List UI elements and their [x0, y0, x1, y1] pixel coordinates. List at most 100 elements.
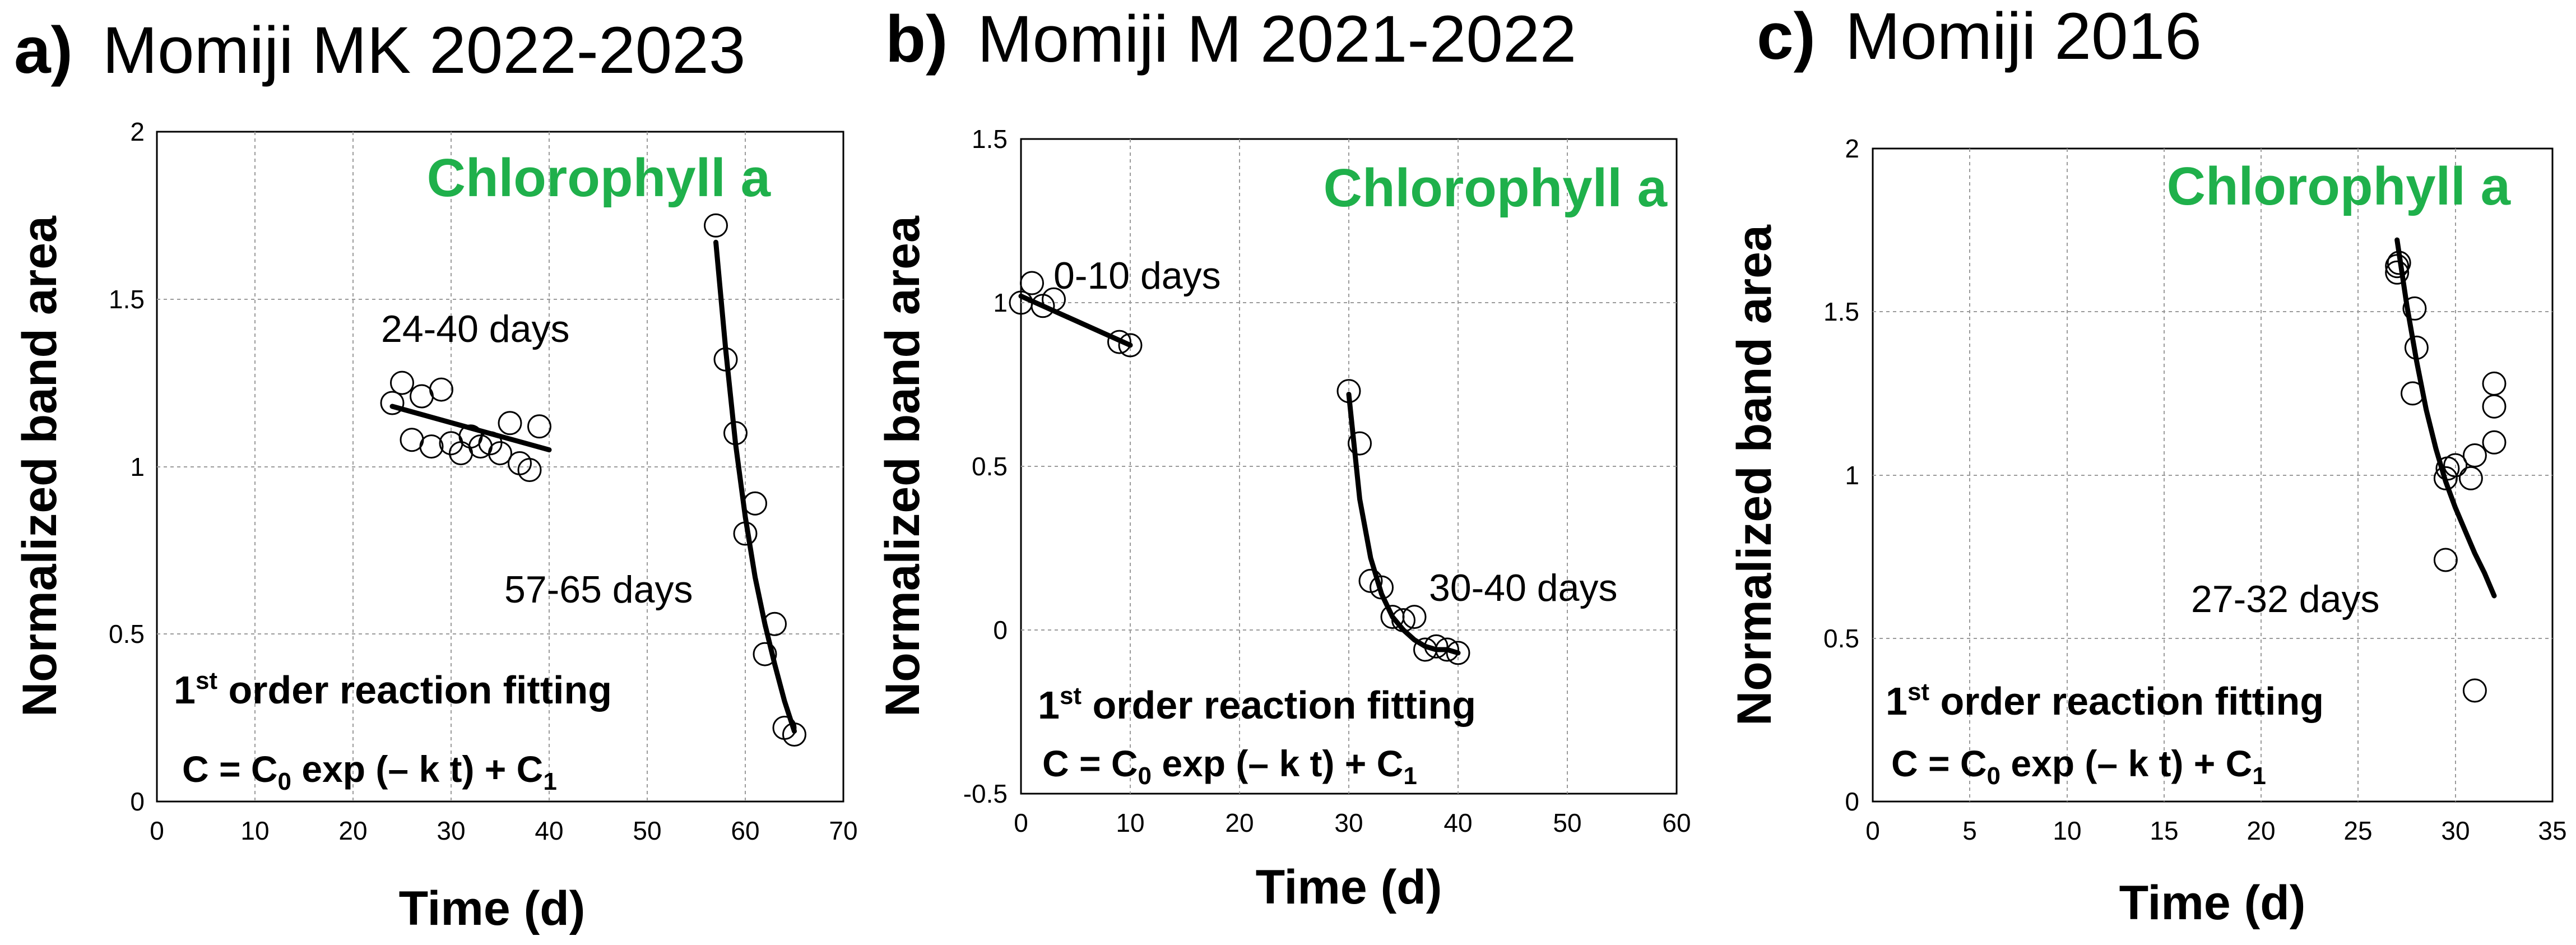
panel-a-data-point [419, 434, 444, 459]
panel-c-data-point [2385, 260, 2410, 285]
panel-b-xtick-label: 60 [1662, 808, 1691, 837]
panel-a-xtick-label: 10 [240, 816, 269, 845]
panel-a-data-point [782, 722, 806, 747]
panel-c-xtick-label: 30 [2441, 816, 2470, 845]
panel-b-series-label: 0-10 days [1053, 254, 1221, 297]
panel-c-data-point [2482, 394, 2507, 419]
panel-a-ytick-label: 1.5 [109, 285, 145, 314]
panel-a-data-point [498, 411, 522, 436]
panel-b-data-point [1370, 575, 1394, 600]
panel-b-marks [1009, 271, 1470, 665]
panel-b-data-point [1118, 333, 1143, 358]
panel-b-title: b) Momiji M 2021-2022 [885, 2, 1576, 76]
panel-a-ytick-label: 0.5 [109, 619, 145, 648]
panel-c-xtick-label: 10 [2053, 816, 2081, 845]
panel-a-data-point [753, 642, 777, 666]
panel-b-xtick-label: 20 [1225, 808, 1254, 837]
panel-c-title-text: Momiji 2016 [1845, 0, 2202, 73]
panel-a-series-label: 24-40 days [381, 308, 569, 350]
panel-c-xtick-label: 0 [1865, 816, 1880, 845]
panel-b-data-point [1402, 605, 1427, 629]
panel-b-data-point [1424, 634, 1449, 659]
panel-b-series-label: 30-40 days [1429, 567, 1617, 609]
panel-b-data-point [1348, 431, 1372, 456]
panel-b-title-text: Momiji M 2021-2022 [977, 2, 1576, 76]
panel-c-data-point [2462, 443, 2487, 467]
panel-b-data-point [1042, 287, 1066, 312]
panel-a-data-point [478, 431, 503, 456]
panel-a-ytick-label: 1 [130, 452, 145, 481]
panel-c-data-point [2387, 251, 2411, 275]
panel-a-data-point [527, 414, 551, 439]
panel-a-xtick-label: 0 [150, 816, 164, 845]
panel-a-xtick-label: 50 [633, 816, 661, 845]
panel-a-data-point [488, 441, 512, 466]
panel-b-ylabel: Normalized band area [876, 215, 930, 717]
panel-c-data-point [2433, 466, 2458, 490]
panel-b-annotation-equation: C = C0 exp (– k t) + C1 [1042, 743, 1417, 790]
panel-c-ytick-label: 1 [1845, 461, 1859, 490]
panel-a-fit-line-1 [389, 404, 552, 453]
panel-b-xtick-label: 50 [1553, 808, 1581, 837]
panel-a-xtick-label: 40 [535, 816, 563, 845]
panel-c-letter: c) [1757, 0, 1816, 73]
panel-b-xtick-label: 0 [1014, 808, 1028, 837]
panel-a-y-ticks: 0 0.5 1 1.5 2 [109, 117, 145, 816]
panel-a-xtick-label: 20 [338, 816, 367, 845]
panel-c-data-point [2404, 335, 2429, 360]
panel-a-ylabel: Normalized band area [13, 215, 67, 717]
panel-b-xtick-label: 40 [1444, 808, 1472, 837]
panel-a-marks [380, 213, 806, 747]
panel-b-ytick-label: -0.5 [963, 779, 1008, 808]
panel-b-fit-line-1 [1018, 293, 1133, 348]
panel-b-data-point [1391, 608, 1415, 632]
panel-a: a) Momiji MK 2022-2023 0 0.5 1 1.5 2 0 1… [13, 13, 858, 935]
panel-b-data-point [1107, 330, 1131, 354]
panel-a-data-point [763, 612, 787, 636]
panel-b-y-ticks: -0.5 0 0.5 1 1.5 [963, 124, 1008, 808]
panel-c-ytick-label: 0.5 [1823, 624, 1859, 653]
panel-b-ytick-label: 1 [993, 288, 1008, 317]
panel-b: b) Momiji M 2021-2022 -0.5 0 0.5 1 1.5 0… [876, 2, 1691, 914]
panel-c-xlabel: Time (d) [2119, 876, 2306, 930]
panel-a-data-point [723, 421, 748, 446]
panel-c-fit-line-1 [2394, 237, 2497, 599]
panel-c-title: c) Momiji 2016 [1757, 0, 2202, 73]
panel-a-data-point [713, 347, 738, 372]
panel-c-annotation-order: 1st order reaction fitting [1886, 678, 2324, 723]
panel-b-x-ticks: 0 10 20 30 40 50 60 [1014, 808, 1691, 837]
panel-a-data-point [743, 491, 767, 516]
panel-a-data-point [429, 377, 453, 402]
panel-c-data-point [2462, 678, 2487, 703]
panel-b-ytick-label: 1.5 [972, 124, 1008, 154]
panel-c-xtick-label: 25 [2343, 816, 2372, 845]
panel-a-data-point [704, 213, 728, 238]
panel-c-xtick-label: 15 [2150, 816, 2178, 845]
panel-a-fit-line-2 [713, 239, 797, 734]
panel-a-data-point [733, 521, 758, 546]
panel-b-data-point [1446, 641, 1470, 665]
panel-c-y-ticks: 0 0.5 1 1.5 2 [1823, 134, 1859, 816]
panel-c-ytick-label: 2 [1845, 134, 1859, 163]
panel-c-series-label: 27-32 days [2191, 578, 2379, 620]
panel-a-annotation-equation: C = C0 exp (– k t) + C1 [182, 748, 557, 795]
panel-a-data-point [517, 458, 542, 482]
panel-c-ylabel: Normalized band area [1728, 224, 1781, 726]
panel-a-data-point [380, 391, 405, 415]
panel-a-series-label: 57-65 days [504, 568, 693, 611]
panel-c-xtick-label: 5 [1962, 816, 1977, 845]
panel-a-data-point [390, 370, 414, 395]
panel-b-species-label: Chlorophyll a [1324, 158, 1668, 218]
panel-c-data-point [2482, 430, 2507, 455]
panel-c-x-ticks: 0 5 10 15 20 25 30 35 [1865, 816, 2566, 845]
panel-b-annotation-order: 1st order reaction fitting [1038, 682, 1476, 727]
panel-a-title-text: Momiji MK 2022-2023 [103, 13, 746, 87]
panel-a-xlabel: Time (d) [399, 882, 586, 935]
panel-b-data-point [1020, 271, 1044, 295]
panel-a-species-label: Chlorophyll a [427, 148, 771, 208]
panel-b-data-point [1336, 379, 1361, 404]
panel-c-annotation-equation: C = C0 exp (– k t) + C1 [1891, 743, 2266, 790]
panel-a-ytick-label: 2 [130, 117, 145, 146]
